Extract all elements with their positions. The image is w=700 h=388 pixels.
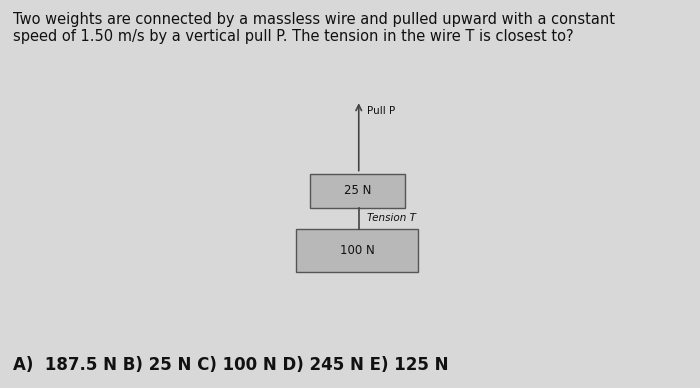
Text: 25 N: 25 N (344, 184, 371, 197)
Text: A)  187.5 N B) 25 N C) 100 N D) 245 N E) 125 N: A) 187.5 N B) 25 N C) 100 N D) 245 N E) … (13, 356, 448, 374)
Text: Tension T: Tension T (367, 213, 416, 223)
FancyBboxPatch shape (296, 229, 419, 272)
Text: 100 N: 100 N (340, 244, 374, 257)
Text: Two weights are connected by a massless wire and pulled upward with a constant
s: Two weights are connected by a massless … (13, 12, 615, 44)
Text: Pull P: Pull P (367, 106, 395, 116)
FancyBboxPatch shape (310, 173, 405, 208)
